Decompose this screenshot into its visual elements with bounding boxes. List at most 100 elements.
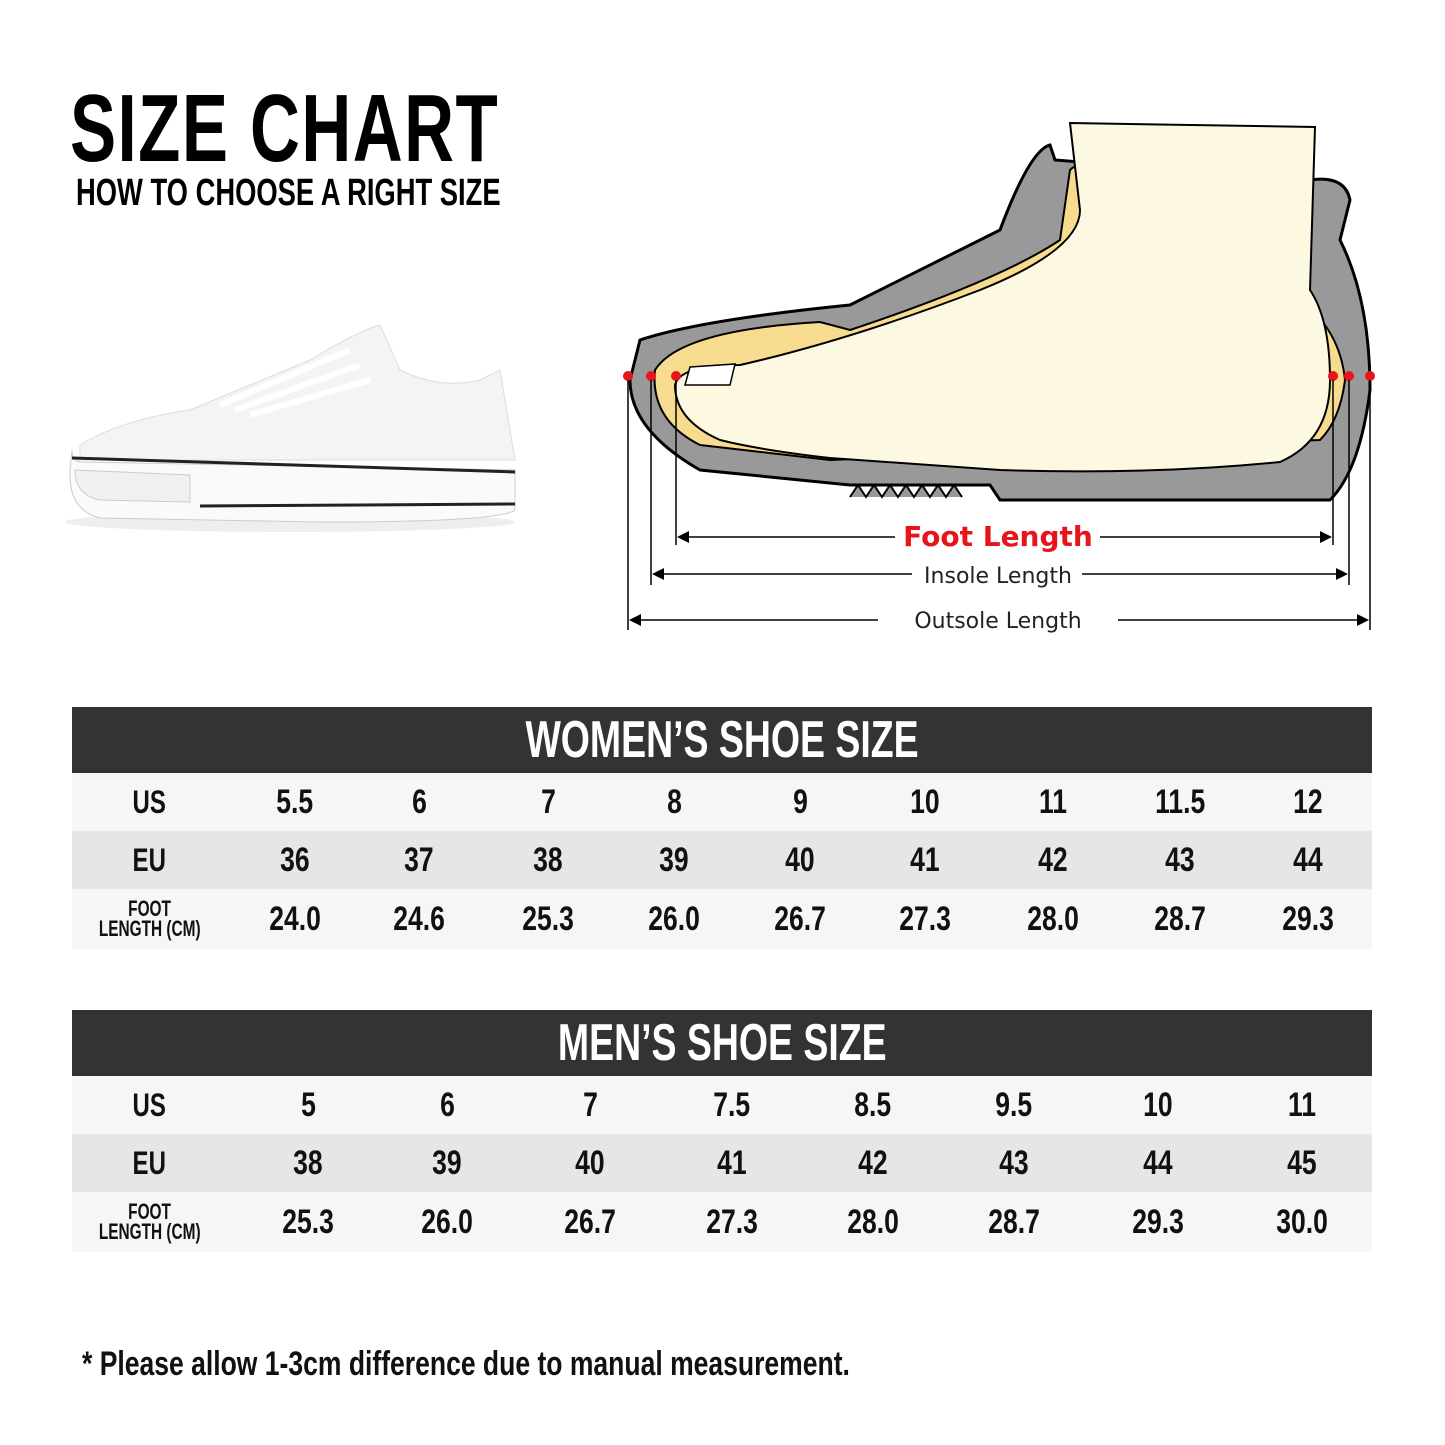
size-value: 5 [300, 1085, 316, 1124]
size-value: 44 [1293, 840, 1323, 879]
size-cell-eu: 44 [1248, 831, 1368, 889]
size-cell-us: 8 [614, 773, 734, 831]
footnote: * Please allow 1-3cm difference due to m… [82, 1345, 850, 1383]
womens-table-header: WOMEN’S SHOE SIZE [72, 707, 1372, 773]
size-cell-cm: 27.3 [865, 889, 985, 949]
size-cell-cm: 24.0 [235, 889, 355, 949]
row-label-text: US [132, 1086, 167, 1123]
size-value: 27.3 [706, 1202, 758, 1241]
table-row-cm: FOOT LENGTH (CM) 25.3 26.0 26.7 27.3 28.0 28.7 2… [72, 1192, 1372, 1252]
row-label-us: US [72, 1076, 227, 1134]
size-cell-us: 11 [993, 773, 1113, 831]
page-title: SIZE CHART [70, 75, 500, 182]
size-value: 25.3 [522, 899, 574, 938]
size-cell-us: 7.5 [672, 1076, 792, 1134]
size-cell-cm: 28.7 [954, 1192, 1074, 1252]
size-value: 28.0 [1027, 899, 1079, 938]
size-value: 26.7 [774, 899, 826, 938]
size-value: 28.7 [988, 1202, 1040, 1241]
size-value: 43 [1165, 840, 1195, 879]
table-row-eu: EU 38 39 40 41 42 43 44 45 [72, 1134, 1372, 1192]
row-label-foot-length: FOOT LENGTH (CM) [72, 889, 227, 949]
size-cell-eu: 37 [359, 831, 479, 889]
size-cell-eu: 39 [387, 1134, 507, 1192]
size-cell-eu: 38 [488, 831, 608, 889]
size-value: 7 [582, 1085, 598, 1124]
size-cell-eu: 36 [235, 831, 355, 889]
foot-length-label: Foot Length [903, 520, 1093, 553]
measurement-points [623, 371, 1375, 381]
size-value: 39 [432, 1143, 462, 1182]
size-cell-eu: 41 [865, 831, 985, 889]
size-value: 24.0 [269, 899, 321, 938]
size-cell-eu: 43 [1120, 831, 1240, 889]
size-value: 29.3 [1132, 1202, 1184, 1241]
size-cell-us: 11 [1242, 1076, 1362, 1134]
size-value: 11 [1038, 782, 1068, 821]
row-label-text: LENGTH (CM) [98, 916, 201, 941]
size-cell-eu: 40 [740, 831, 860, 889]
size-value: 40 [785, 840, 815, 879]
size-value: 8 [666, 782, 682, 821]
size-cell-us: 7 [530, 1076, 650, 1134]
row-label-eu: EU [72, 831, 227, 889]
size-value: 28.7 [1154, 899, 1206, 938]
size-cell-eu: 40 [530, 1134, 650, 1192]
table-row-eu: EU 36 37 38 39 40 41 42 43 44 [72, 831, 1372, 889]
size-value: 44 [1143, 1143, 1173, 1182]
row-label-eu: EU [72, 1134, 227, 1192]
size-value: 38 [293, 1143, 323, 1182]
size-cell-eu: 41 [672, 1134, 792, 1192]
size-cell-cm: 26.7 [530, 1192, 650, 1252]
size-cell-cm: 28.7 [1120, 889, 1240, 949]
size-cell-us: 12 [1248, 773, 1368, 831]
size-cell-cm: 26.0 [387, 1192, 507, 1252]
size-value: 43 [999, 1143, 1029, 1182]
size-value: 7 [540, 782, 556, 821]
size-value: 5.5 [276, 782, 314, 821]
size-cell-us: 8.5 [813, 1076, 933, 1134]
insole-length-label: Insole Length [924, 564, 1072, 589]
size-cell-cm: 29.3 [1248, 889, 1368, 949]
table-row-cm: FOOT LENGTH (CM) 24.0 24.6 25.3 26.0 26.7 27.3 2… [72, 889, 1372, 949]
size-value: 42 [858, 1143, 888, 1182]
size-value: 41 [910, 840, 940, 879]
size-value: 10 [910, 782, 940, 821]
size-value: 41 [717, 1143, 747, 1182]
size-cell-eu: 44 [1098, 1134, 1218, 1192]
size-cell-us: 9 [740, 773, 860, 831]
size-value: 30.0 [1276, 1202, 1328, 1241]
row-label-text: US [132, 783, 167, 820]
size-cell-eu: 45 [1242, 1134, 1362, 1192]
size-cell-eu: 42 [813, 1134, 933, 1192]
size-value: 27.3 [899, 899, 951, 938]
size-cell-us: 11.5 [1120, 773, 1240, 831]
size-cell-us: 9.5 [954, 1076, 1074, 1134]
size-value: 40 [575, 1143, 605, 1182]
size-value: 37 [404, 840, 434, 879]
size-value: 25.3 [282, 1202, 334, 1241]
size-value: 6 [411, 782, 427, 821]
foot-shape [673, 121, 1332, 473]
size-cell-us: 7 [488, 773, 608, 831]
size-cell-cm: 25.3 [488, 889, 608, 949]
size-cell-cm: 27.3 [672, 1192, 792, 1252]
size-cell-cm: 30.0 [1242, 1192, 1362, 1252]
size-value: 9.5 [995, 1085, 1033, 1124]
size-cell-us: 5 [248, 1076, 368, 1134]
size-cell-cm: 26.0 [614, 889, 734, 949]
size-cell-cm: 29.3 [1098, 1192, 1218, 1252]
size-cell-eu: 39 [614, 831, 734, 889]
size-value: 45 [1287, 1143, 1317, 1182]
table-row-us: US 5.5 6 7 8 9 10 11 11.5 12 [72, 773, 1372, 831]
size-value: 12 [1293, 782, 1323, 821]
size-cell-us: 6 [359, 773, 479, 831]
size-value: 9 [792, 782, 808, 821]
size-value: 26.0 [421, 1202, 473, 1241]
row-label-foot-length: FOOT LENGTH (CM) [72, 1192, 227, 1252]
size-cell-us: 6 [387, 1076, 507, 1134]
size-value: 28.0 [847, 1202, 899, 1241]
size-value: 36 [280, 840, 310, 879]
size-value: 6 [439, 1085, 455, 1124]
size-cell-us: 5.5 [235, 773, 355, 831]
